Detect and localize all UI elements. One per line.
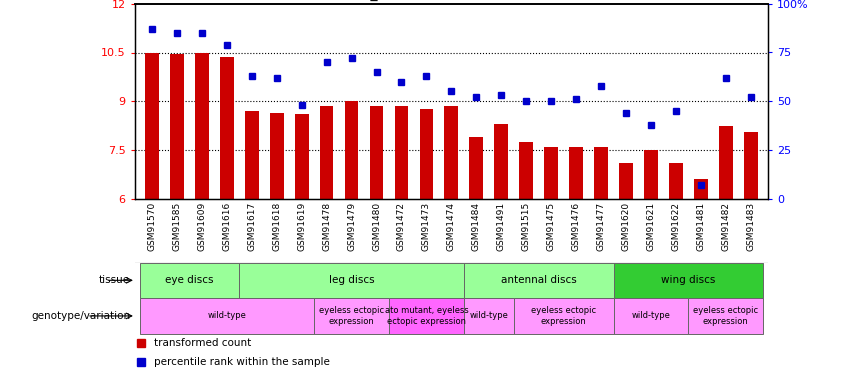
Bar	[544, 147, 558, 199]
Bar	[669, 163, 683, 199]
Bar	[619, 163, 633, 199]
Text: wild-type: wild-type	[470, 311, 509, 320]
Bar	[444, 106, 458, 199]
Bar	[519, 142, 533, 199]
Bar	[240, 262, 464, 298]
Bar	[145, 53, 159, 199]
Text: ato mutant, eyeless
ectopic expression: ato mutant, eyeless ectopic expression	[385, 306, 469, 326]
Bar	[170, 54, 184, 199]
Text: GSM91491: GSM91491	[496, 202, 506, 251]
Text: wild-type: wild-type	[207, 311, 247, 320]
Text: eyeless ectopic
expression: eyeless ectopic expression	[694, 306, 759, 326]
Text: eye discs: eye discs	[165, 275, 214, 285]
Text: transformed count: transformed count	[154, 338, 251, 348]
Bar	[419, 110, 433, 199]
Bar	[719, 126, 733, 199]
Bar	[464, 262, 614, 298]
Text: GSM91478: GSM91478	[322, 202, 331, 251]
Bar	[744, 132, 758, 199]
Text: GSM91515: GSM91515	[522, 202, 530, 251]
Bar	[694, 179, 707, 199]
Bar	[464, 298, 514, 334]
Bar	[319, 106, 333, 199]
Bar	[245, 111, 259, 199]
Text: leg discs: leg discs	[329, 275, 374, 285]
Text: wing discs: wing discs	[661, 275, 715, 285]
Text: GSM91619: GSM91619	[297, 202, 306, 251]
Bar	[370, 106, 384, 199]
Bar	[614, 298, 688, 334]
Bar	[644, 150, 658, 199]
Bar	[314, 298, 389, 334]
Text: GSM91476: GSM91476	[572, 202, 581, 251]
Text: GSM91481: GSM91481	[696, 202, 706, 251]
Bar	[220, 57, 233, 199]
Text: GSM91585: GSM91585	[173, 202, 181, 251]
Text: wild-type: wild-type	[632, 311, 670, 320]
Bar	[140, 262, 240, 298]
Text: eyeless ectopic
expression: eyeless ectopic expression	[531, 306, 596, 326]
Text: GSM91477: GSM91477	[596, 202, 606, 251]
Text: genotype/variation: genotype/variation	[31, 311, 130, 321]
Text: GSM91618: GSM91618	[273, 202, 281, 251]
Bar	[295, 114, 308, 199]
Text: GDS1977 / 1640465_at: GDS1977 / 1640465_at	[229, 0, 391, 2]
Bar	[595, 147, 608, 199]
Text: antennal discs: antennal discs	[501, 275, 576, 285]
Bar	[270, 112, 284, 199]
Bar	[688, 298, 763, 334]
Bar	[514, 298, 614, 334]
Text: tissue: tissue	[99, 275, 130, 285]
Text: GSM91622: GSM91622	[671, 202, 681, 251]
Bar	[389, 298, 464, 334]
Text: GSM91480: GSM91480	[372, 202, 381, 251]
Text: GSM91570: GSM91570	[148, 202, 156, 251]
Text: GSM91479: GSM91479	[347, 202, 356, 251]
Text: GSM91620: GSM91620	[621, 202, 630, 251]
Bar	[569, 147, 583, 199]
Bar	[470, 137, 483, 199]
Text: GSM91482: GSM91482	[721, 202, 730, 251]
Text: GSM91483: GSM91483	[746, 202, 755, 251]
Text: GSM91484: GSM91484	[472, 202, 481, 251]
Text: GSM91617: GSM91617	[247, 202, 256, 251]
Bar	[495, 124, 508, 199]
Bar	[345, 101, 358, 199]
Text: GSM91472: GSM91472	[397, 202, 406, 251]
Text: GSM91609: GSM91609	[197, 202, 207, 251]
Text: GSM91474: GSM91474	[447, 202, 456, 251]
Text: GSM91621: GSM91621	[647, 202, 655, 251]
Text: GSM91616: GSM91616	[222, 202, 232, 251]
Bar	[614, 262, 763, 298]
Text: percentile rank within the sample: percentile rank within the sample	[154, 357, 330, 367]
Bar	[140, 298, 314, 334]
Text: GSM91473: GSM91473	[422, 202, 431, 251]
Text: eyeless ectopic
expression: eyeless ectopic expression	[319, 306, 385, 326]
Text: GSM91475: GSM91475	[547, 202, 556, 251]
Bar	[395, 106, 408, 199]
Bar	[195, 53, 209, 199]
